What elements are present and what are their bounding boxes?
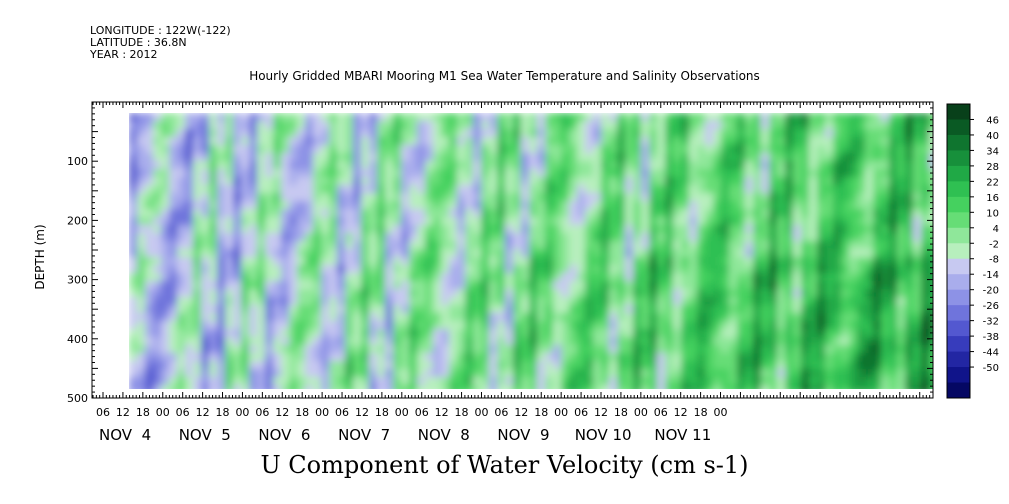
x-tick-label: 18: [614, 406, 628, 419]
chart-title: Hourly Gridded MBARI Mooring M1 Sea Wate…: [249, 69, 760, 83]
year-label: YEAR : 2012: [90, 48, 158, 61]
y-tick-label: 100: [67, 155, 88, 168]
x-tick-label: 12: [355, 406, 369, 419]
x-date-label: NOV 8: [418, 426, 470, 444]
x-date-label: NOV 4: [99, 426, 151, 444]
axis-ticks: [92, 101, 933, 399]
colorbar-label: -38: [983, 332, 999, 343]
colorbar-swatch: [947, 289, 970, 306]
x-date-label: NOV 7: [338, 426, 390, 444]
x-tick-label: 18: [455, 406, 469, 419]
x-tick-label: 18: [375, 406, 389, 419]
y-tick-label: 500: [67, 392, 88, 405]
colorbar-swatch: [947, 382, 970, 399]
x-tick-label: 06: [335, 406, 349, 419]
colorbar-swatch: [947, 274, 970, 291]
x-tick-label: 00: [315, 406, 329, 419]
x-tick-label: 18: [694, 406, 708, 419]
x-tick-label: 00: [554, 406, 568, 419]
x-tick-label: 18: [295, 406, 309, 419]
x-tick-label: 06: [176, 406, 190, 419]
x-tick-label: 12: [594, 406, 608, 419]
colorbar-swatch: [947, 150, 970, 167]
x-tick-label: 18: [216, 406, 230, 419]
colorbar-swatch: [947, 258, 970, 275]
colorbar-label: -8: [989, 255, 999, 266]
x-tick-label: 12: [435, 406, 449, 419]
x-date-label: NOV 9: [497, 426, 549, 444]
x-tick-label: 06: [96, 406, 110, 419]
colorbar-label: 46: [986, 115, 999, 126]
y-axis-label: DEPTH (m): [33, 224, 47, 289]
colorbar-swatch: [947, 243, 970, 260]
x-tick-label: 00: [156, 406, 170, 419]
colorbar-swatch: [947, 196, 970, 213]
x-tick-label: 12: [196, 406, 210, 419]
colorbar-swatch: [947, 134, 970, 151]
colorbar-label: -14: [983, 270, 999, 281]
x-tick-label: 06: [574, 406, 588, 419]
x-tick-label: 18: [534, 406, 548, 419]
colorbar-swatch: [947, 305, 970, 322]
colorbar-label: 28: [986, 162, 999, 173]
colorbar-label: -32: [983, 317, 999, 328]
x-date-label: NOV 11: [654, 426, 711, 444]
x-tick-labels: 06 12 18 00 06 12 18 00 06 12 18 00 06 12 18 00 06 12 18 00…: [96, 406, 728, 419]
x-tick-label: 00: [634, 406, 648, 419]
y-tick-label: 200: [67, 214, 88, 227]
x-tick-label: 06: [494, 406, 508, 419]
x-date-label: NOV 5: [179, 426, 231, 444]
x-tick-label: 00: [714, 406, 728, 419]
colorbar-label: -2: [989, 239, 999, 250]
colorbar-swatch: [947, 227, 970, 244]
x-date-labels: NOV 4 NOV 5 NOV 6 NOV 7 NOV 8 NOV 9 NOV 10 NOV …: [99, 426, 711, 444]
x-tick-label: 12: [275, 406, 289, 419]
x-tick-label: 00: [395, 406, 409, 419]
x-date-label: NOV 10: [575, 426, 632, 444]
heatmap-field: [129, 113, 933, 389]
colorbar: 46 40 34 28 22 16 10 4 -2 -8 -14 -20 -26 -32 -38 -44 -50: [946, 103, 999, 399]
x-tick-label: 06: [654, 406, 668, 419]
colorbar-label: -50: [983, 363, 999, 374]
y-tick-label: 400: [67, 333, 88, 346]
x-date-label: NOV 6: [258, 426, 310, 444]
x-tick-label: 12: [116, 406, 130, 419]
colorbar-label: 34: [986, 146, 999, 157]
colorbar-label: 10: [986, 208, 999, 219]
colorbar-swatch: [947, 104, 970, 120]
latitude-label: LATITUDE : 36.8N: [90, 36, 187, 49]
colorbar-label: 4: [993, 224, 999, 235]
x-axis-label: U Component of Water Velocity (cm s-1): [260, 451, 749, 479]
colorbar-swatch: [947, 119, 970, 136]
colorbar-swatch: [947, 212, 970, 229]
x-tick-label: 00: [235, 406, 249, 419]
colorbar-swatch: [947, 320, 970, 337]
x-tick-label: 12: [674, 406, 688, 419]
x-tick-label: 18: [136, 406, 150, 419]
colorbar-swatch: [947, 336, 970, 353]
colorbar-label: -20: [983, 286, 999, 297]
x-tick-label: 06: [255, 406, 269, 419]
longitude-label: LONGITUDE : 122W(-122): [90, 24, 231, 37]
x-tick-label: 00: [474, 406, 488, 419]
colorbar-label: 16: [986, 193, 999, 204]
colorbar-swatch: [947, 165, 970, 182]
colorbar-label: -26: [983, 301, 999, 312]
colorbar-swatch: [947, 351, 970, 368]
colorbar-label: 22: [986, 177, 999, 188]
colorbar-swatch: [947, 367, 970, 384]
colorbar-label: 40: [986, 131, 999, 142]
y-tick-label: 300: [67, 274, 88, 287]
colorbar-swatch: [947, 181, 970, 198]
colorbar-label: -44: [983, 348, 999, 359]
y-tick-labels: 100 200 300 400 500: [67, 155, 88, 405]
x-tick-label: 06: [415, 406, 429, 419]
x-tick-label: 12: [514, 406, 528, 419]
